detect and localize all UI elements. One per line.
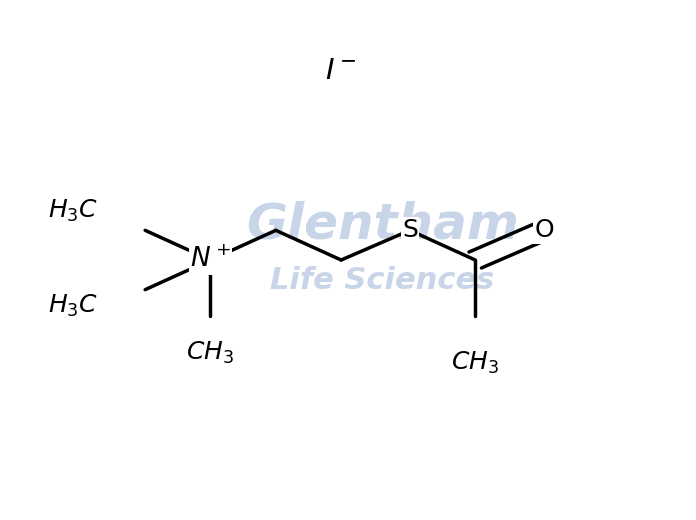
Text: O: O bbox=[534, 218, 554, 242]
Text: $CH_3$: $CH_3$ bbox=[451, 350, 499, 376]
Text: Life Sciences: Life Sciences bbox=[270, 266, 495, 295]
Text: $H_3C$: $H_3C$ bbox=[48, 293, 98, 319]
Text: S: S bbox=[402, 218, 418, 242]
Text: Glentham: Glentham bbox=[246, 200, 519, 248]
Text: $CH_3$: $CH_3$ bbox=[187, 340, 235, 366]
Text: $\mathit{N}^+$: $\mathit{N}^+$ bbox=[190, 247, 231, 273]
Text: $I^-$: $I^-$ bbox=[326, 57, 357, 85]
Text: $H_3C$: $H_3C$ bbox=[48, 198, 98, 224]
